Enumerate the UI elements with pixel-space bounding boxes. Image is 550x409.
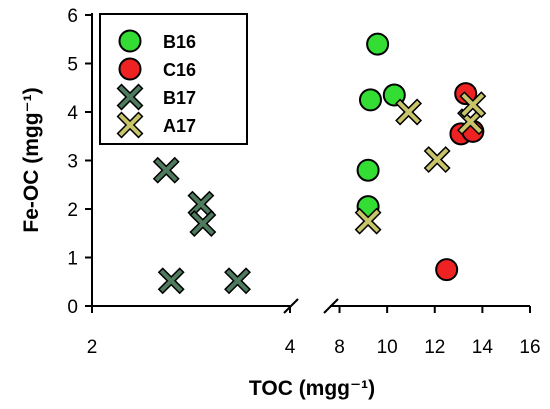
x-tick-label: 8 [334, 337, 345, 358]
legend-entries: B16 C16 B17 A17 [116, 29, 196, 139]
x-tick-label: 10 [377, 337, 398, 358]
data-point-b17 [224, 267, 251, 295]
y-tick-label: 5 [67, 55, 78, 76]
legend-label-b17: B17 [163, 88, 196, 108]
legend-label-b16: B16 [163, 32, 196, 52]
data-point-b16 [358, 88, 382, 112]
legend: B16 C16 B17 A17 [99, 13, 248, 145]
data-point-b17 [189, 210, 217, 237]
x-tick-label: 16 [519, 337, 540, 358]
data-point-b17 [152, 156, 180, 184]
y-tick-label: 0 [67, 297, 78, 318]
data-point-c16 [435, 258, 459, 282]
legend-label-c16: C16 [163, 60, 196, 80]
data-point-a17 [395, 98, 423, 126]
legend-marker-b16 [118, 29, 142, 53]
data-marks [152, 32, 487, 295]
axis-break-mark [323, 298, 339, 314]
x-axis-title: TOC (mgg⁻¹) [249, 377, 375, 400]
y-tick-label: 6 [67, 6, 78, 27]
y-tick-label: 1 [67, 249, 78, 270]
x-tick-label: 4 [285, 337, 296, 358]
data-point-a17 [354, 207, 382, 235]
data-point-b17 [157, 267, 185, 295]
y-axis-title: Fe-OC (mgg⁻¹) [20, 87, 43, 232]
y-tick-label: 2 [67, 200, 78, 221]
data-point-b16 [356, 158, 380, 182]
legend-marker-a17 [116, 111, 144, 139]
legend-marker-b17 [116, 83, 144, 111]
legend-label-a17: A17 [163, 116, 196, 136]
x-tick-label: 14 [472, 337, 494, 358]
x-tick-label: 12 [424, 337, 445, 358]
data-point-b16 [366, 32, 390, 56]
data-point-b17 [187, 190, 215, 218]
x-tick-label: 2 [87, 337, 98, 358]
y-tick-label: 4 [67, 103, 78, 124]
data-point-a17 [459, 91, 487, 119]
y-tick-label: 3 [67, 152, 78, 173]
data-point-a17 [423, 146, 451, 173]
legend-marker-c16 [118, 57, 142, 81]
